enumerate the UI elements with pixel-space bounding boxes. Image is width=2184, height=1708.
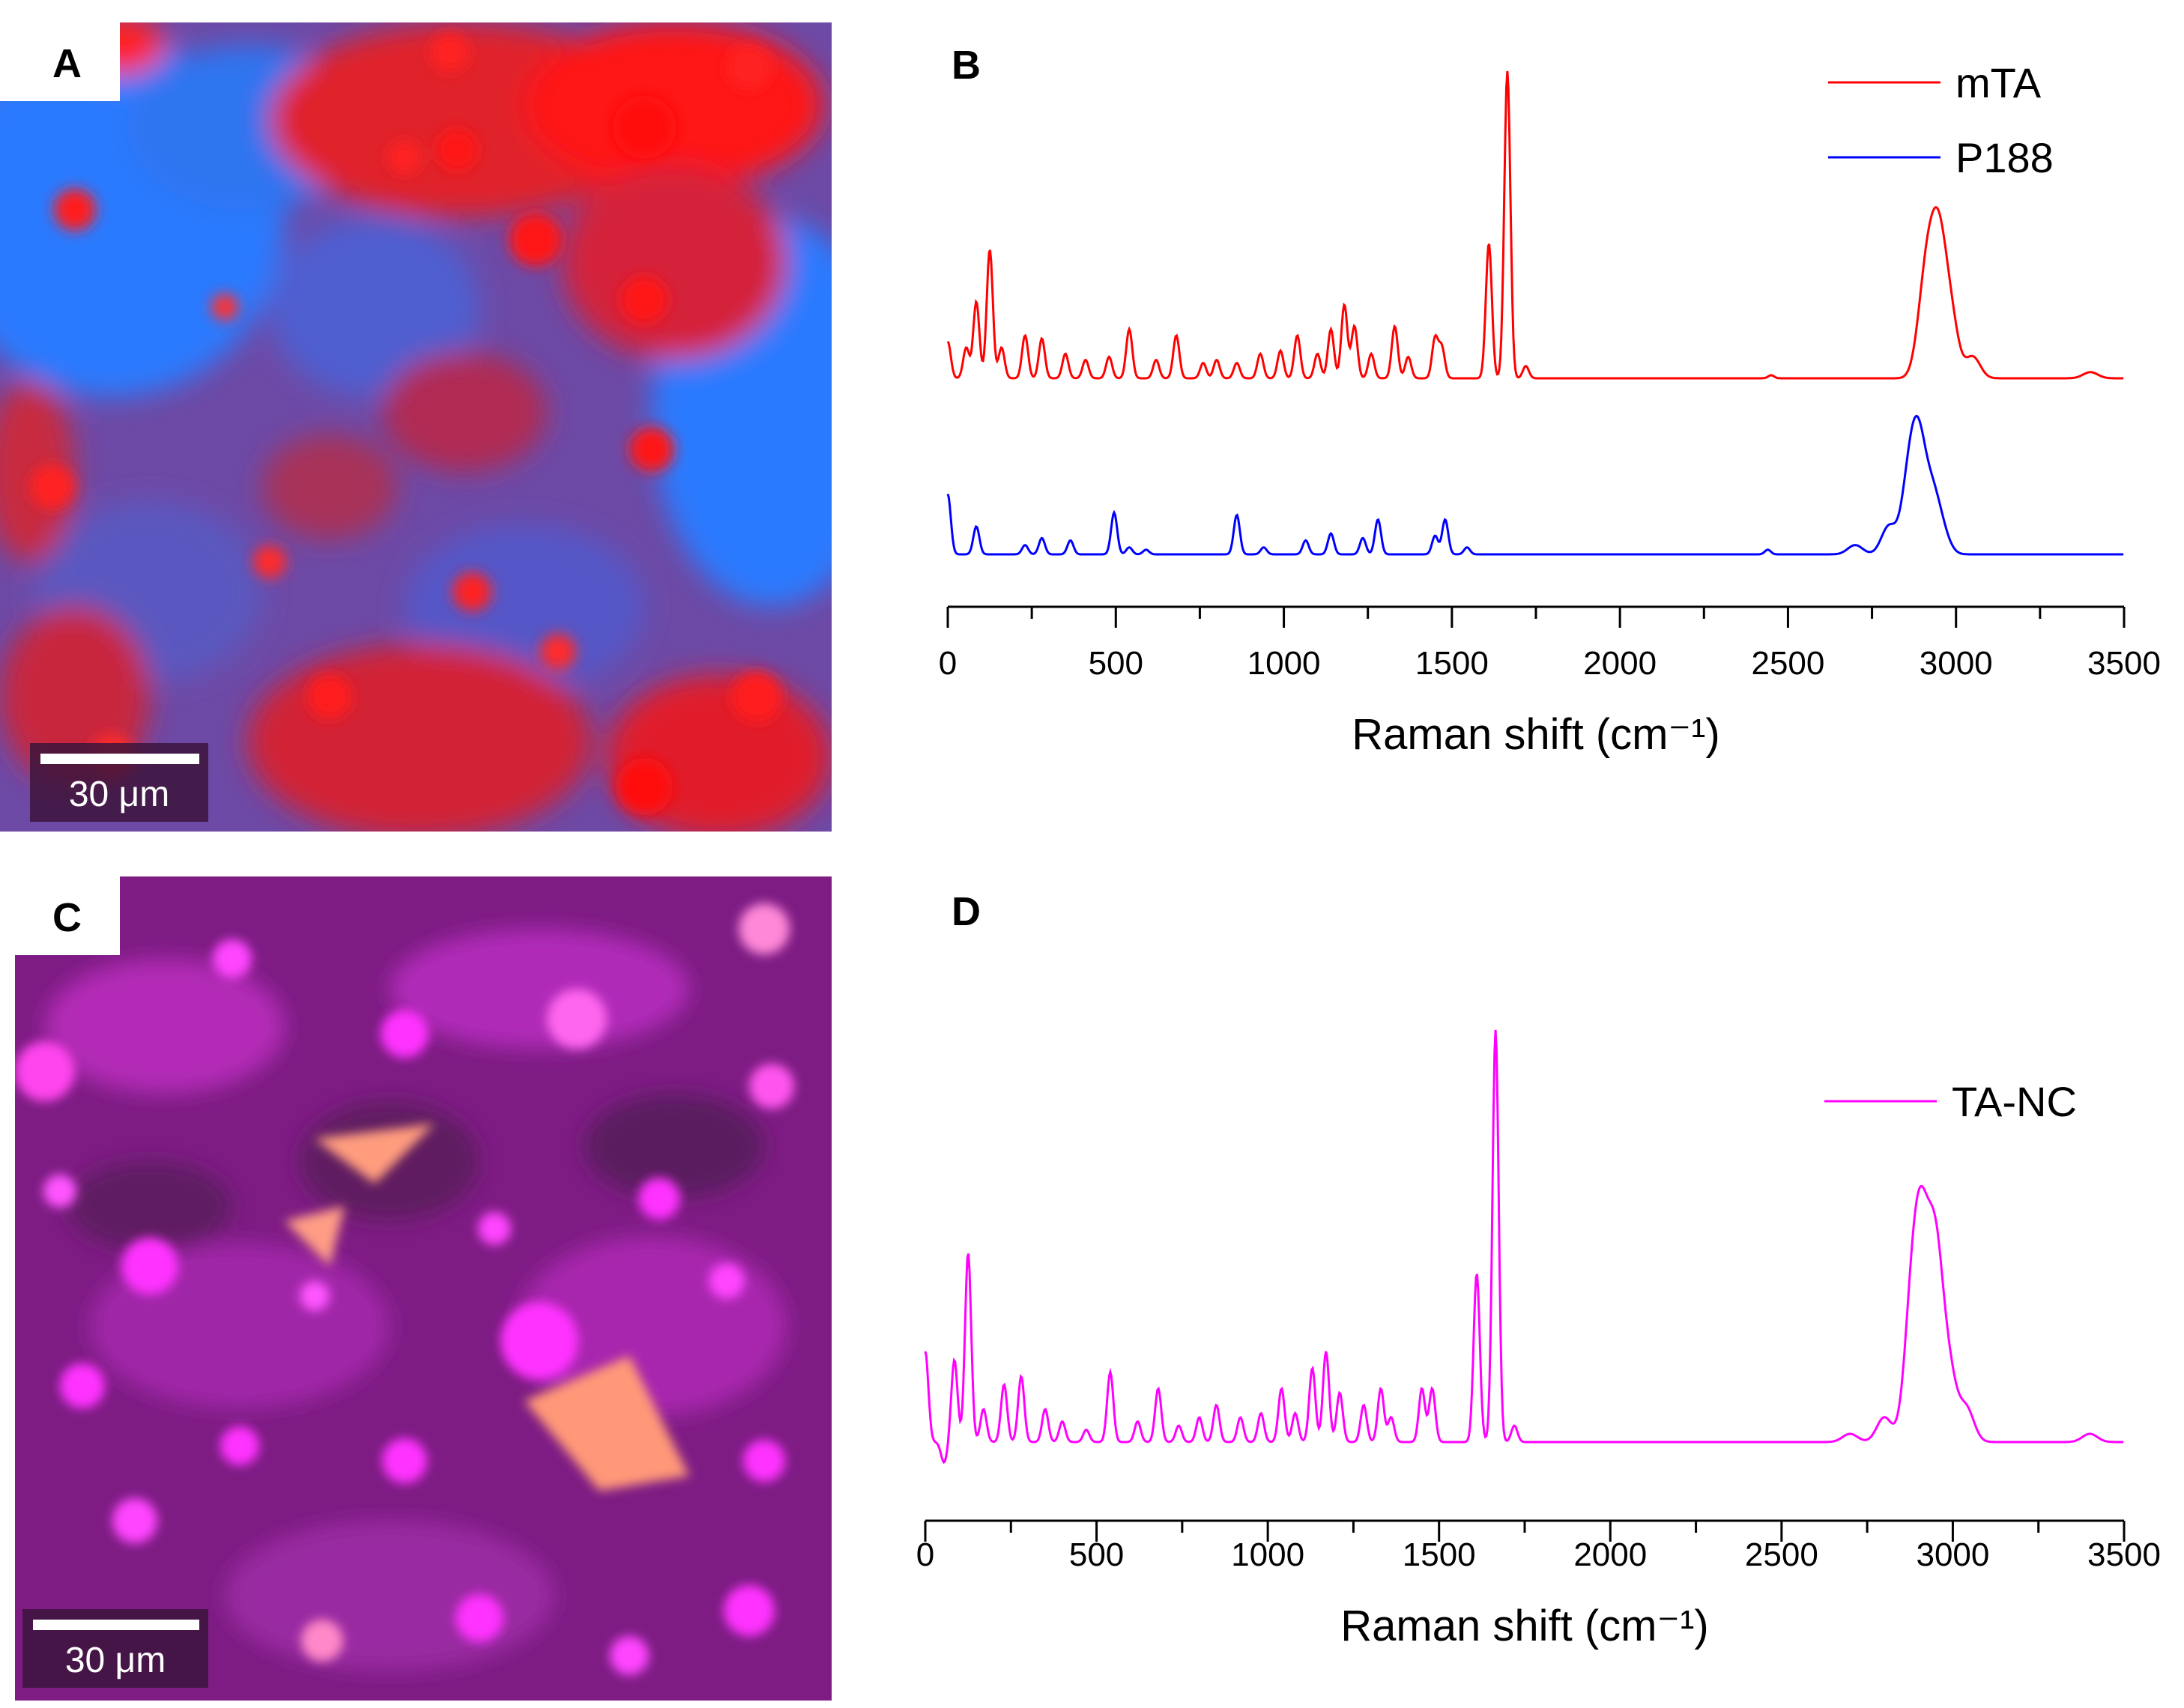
legend-label-ta-nc: TA-NC bbox=[1952, 1078, 2077, 1125]
x-tick-label: 3000 bbox=[1916, 1536, 1989, 1573]
x-tick-label: 2000 bbox=[1583, 645, 1657, 682]
x-tick-label: 3000 bbox=[1920, 645, 1993, 682]
legend-label-mta: mTA bbox=[1955, 59, 2042, 106]
scale-bar-line-a bbox=[40, 754, 199, 764]
scale-bar-label-c: 30 μm bbox=[64, 1641, 166, 1680]
x-tick-label: 2000 bbox=[1573, 1536, 1647, 1573]
raman-map-c-image bbox=[15, 876, 832, 1701]
panel-letter-b: B bbox=[952, 43, 981, 88]
legend-label-p188: P188 bbox=[1955, 134, 2054, 181]
x-tick-label: 0 bbox=[939, 645, 957, 682]
x-axis-title: Raman shift (cm⁻¹) bbox=[1340, 1602, 1708, 1650]
x-tick-label: 0 bbox=[916, 1536, 934, 1573]
series-line-mta bbox=[946, 70, 2124, 380]
x-tick-label: 500 bbox=[1069, 1536, 1124, 1573]
panel-letter-box-c: C bbox=[15, 876, 120, 955]
raman-map-a-image bbox=[0, 22, 832, 832]
raman-spectrum-chart-b: B 0 500 1000 1500 2000 2500 3000 3500 Raman shift… bbox=[939, 43, 2161, 759]
x-tick-label: 3500 bbox=[2087, 1536, 2161, 1573]
panel-letter-d: D bbox=[952, 889, 981, 934]
panel-letter-box-a: A bbox=[0, 22, 120, 101]
x-tick-label: 3500 bbox=[2087, 645, 2161, 682]
scale-bar-line-c bbox=[33, 1620, 199, 1630]
x-tick-label: 1500 bbox=[1415, 645, 1489, 682]
x-tick-label: 2500 bbox=[1751, 645, 1824, 682]
x-tick-label: 1500 bbox=[1403, 1536, 1476, 1573]
x-tick-label: 1000 bbox=[1231, 1536, 1304, 1573]
series-line-p188 bbox=[946, 414, 2124, 556]
raman-map-a: A 30 μm bbox=[0, 22, 832, 832]
x-axis-title: Raman shift (cm⁻¹) bbox=[1352, 710, 1719, 759]
raman-spectrum-chart-d: D 0 500 1000 1500 2000 2500 3000 3500 Raman shift… bbox=[916, 889, 2161, 1650]
panel-letter-c: C bbox=[52, 895, 82, 940]
series-line-ta-nc bbox=[924, 1029, 2124, 1465]
panel-letter-a: A bbox=[52, 41, 82, 86]
scale-bar-label-a: 30 μm bbox=[68, 775, 170, 814]
scale-bar-a: 30 μm bbox=[30, 743, 208, 822]
x-tick-label: 2500 bbox=[1745, 1536, 1818, 1573]
scale-bar-c: 30 μm bbox=[22, 1609, 208, 1688]
x-tick-label: 500 bbox=[1089, 645, 1143, 682]
x-tick-label: 1000 bbox=[1247, 645, 1321, 682]
raman-map-c: C 30 μm bbox=[15, 876, 832, 1701]
